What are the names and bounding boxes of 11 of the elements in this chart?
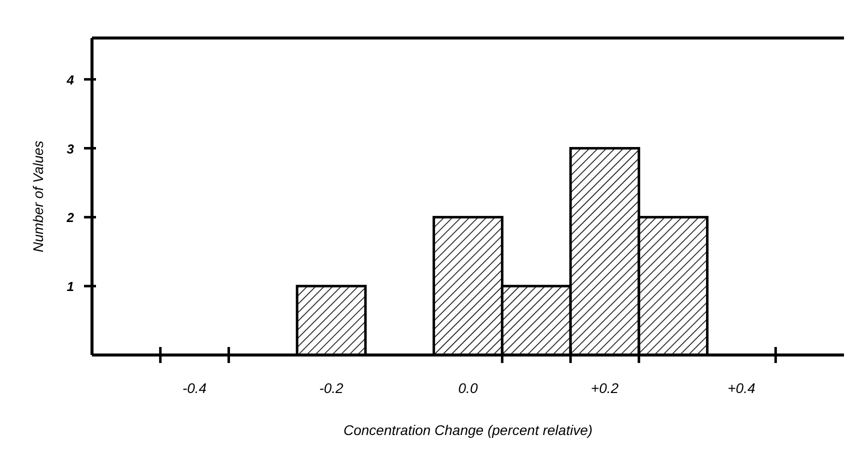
y-tick-label: 4	[66, 72, 75, 88]
x-tick-label: 0.0	[458, 380, 478, 396]
x-axis-title: Concentration Change (percent relative)	[343, 422, 593, 438]
y-tick-label: 3	[66, 141, 75, 156]
y-tick-label: 2	[66, 210, 75, 226]
x-tick-label: +0.2	[590, 380, 619, 396]
x-tick-label: +0.4	[728, 380, 756, 396]
y-tick-label: 1	[66, 279, 74, 294]
x-tick-label: -0.2	[319, 380, 344, 396]
x-tick-label: -0.4	[182, 380, 207, 396]
y-axis-title: Number of Values	[30, 140, 46, 252]
